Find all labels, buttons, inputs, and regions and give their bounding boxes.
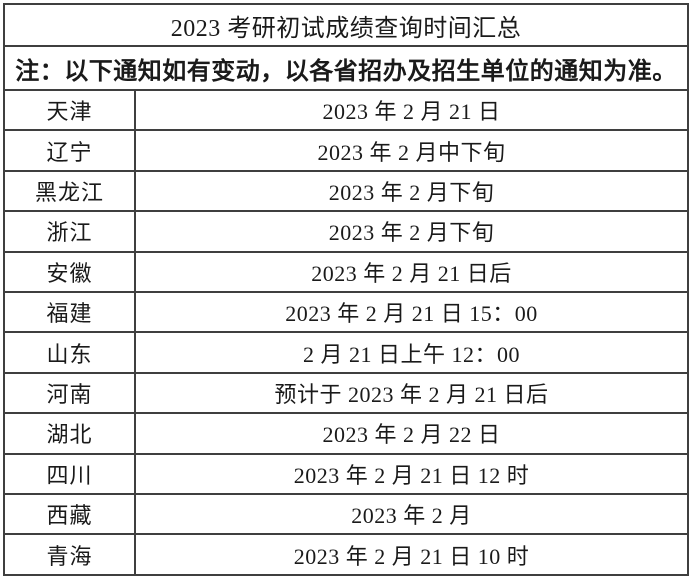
table-row: 山东 2 月 21 日上午 12：00 [3, 331, 689, 374]
table-row: 四川 2023 年 2 月 21 日 12 时 [3, 452, 689, 496]
table-row: 西藏 2023 年 2 月 [3, 493, 689, 536]
query-time-cell: 2023 年 2 月 21 日 12 时 [134, 452, 689, 496]
query-time-cell: 2023 年 2 月 21 日 10 时 [134, 533, 689, 576]
query-time-cell: 2023 年 2 月下旬 [134, 210, 689, 253]
score-query-table: 2023 考研初试成绩查询时间汇总 注：以下通知如有变动，以各省招办及招生单位的… [3, 3, 689, 576]
query-time-cell: 2023 年 2 月 [134, 493, 689, 536]
query-time-cell: 2023 年 2 月 22 日 [134, 412, 689, 455]
table-row: 黑龙江 2023 年 2 月下旬 [3, 169, 689, 213]
table-row: 辽宁 2023 年 2 月中下旬 [3, 129, 689, 172]
note-row: 注：以下通知如有变动，以各省招办及招生单位的通知为准。 [3, 45, 689, 91]
query-time-cell: 2023 年 2 月中下旬 [134, 129, 689, 172]
province-cell: 浙江 [3, 210, 136, 253]
province-cell: 湖北 [3, 412, 136, 455]
table-row: 天津 2023 年 2 月 21 日 [3, 88, 689, 132]
query-time-cell: 2023 年 2 月 21 日 15：00 [134, 291, 689, 334]
province-cell: 西藏 [3, 493, 136, 536]
table-row: 青海 2023 年 2 月 21 日 10 时 [3, 533, 689, 576]
query-time-cell: 预计于 2023 年 2 月 21 日后 [134, 371, 689, 415]
table-row: 安徽 2023 年 2 月 21 日后 [3, 250, 689, 294]
table-body: 2023 考研初试成绩查询时间汇总 注：以下通知如有变动，以各省招办及招生单位的… [3, 3, 689, 576]
table-row: 湖北 2023 年 2 月 22 日 [3, 412, 689, 455]
province-cell: 黑龙江 [3, 169, 136, 213]
province-cell: 青海 [3, 533, 136, 576]
query-time-cell: 2023 年 2 月 21 日后 [134, 250, 689, 294]
query-time-cell: 2023 年 2 月 21 日 [134, 88, 689, 132]
province-cell: 辽宁 [3, 129, 136, 172]
table-row: 福建 2023 年 2 月 21 日 15：00 [3, 291, 689, 334]
query-time-cell: 2023 年 2 月下旬 [134, 169, 689, 213]
notice-text: 注：以下通知如有变动，以各省招办及招生单位的通知为准。 [3, 45, 689, 91]
table-title: 2023 考研初试成绩查询时间汇总 [3, 3, 689, 47]
table-row: 浙江 2023 年 2 月下旬 [3, 210, 689, 253]
table-row: 河南 预计于 2023 年 2 月 21 日后 [3, 371, 689, 415]
province-cell: 山东 [3, 331, 136, 374]
province-cell: 天津 [3, 88, 136, 132]
query-time-cell: 2 月 21 日上午 12：00 [134, 331, 689, 374]
province-cell: 四川 [3, 452, 136, 496]
province-cell: 河南 [3, 371, 136, 415]
title-row: 2023 考研初试成绩查询时间汇总 [3, 3, 689, 47]
province-cell: 安徽 [3, 250, 136, 294]
province-cell: 福建 [3, 291, 136, 334]
